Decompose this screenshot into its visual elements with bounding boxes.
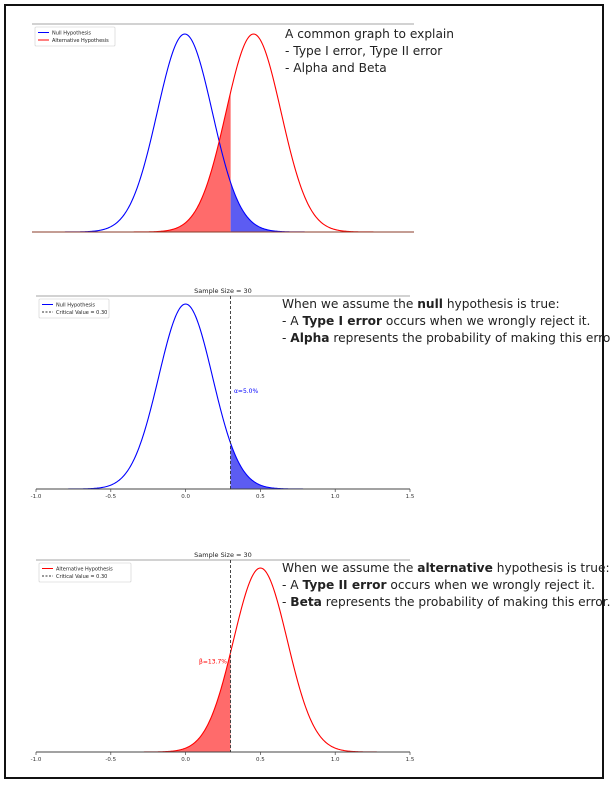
note3-line-2: - A Type II error occurs when we wrongly… [282,577,595,592]
chart-panel-3: Sample Size = 30 -1.0 -0.5 0.0 0.5 1.0 1.5 β=13… [31,551,415,763]
legend-label: Null Hypothesis [56,302,95,308]
note3-line-3: - Beta represents the probability of mak… [282,594,610,609]
x-tick-label: -1.0 [31,757,42,763]
legend-label: Critical Value = 0.30 [56,574,107,580]
note1-line-3: - Alpha and Beta [285,60,387,75]
legend-label: Alternative Hypothesis [56,566,113,572]
x-tick-label: 0.5 [256,757,265,763]
note2-line-2: - A Type I error occurs when we wrongly … [282,313,591,328]
x-tick-label: 0.0 [181,494,190,500]
note1-line-2: - Type I error, Type II error [285,43,443,58]
x-tick-label: 1.0 [331,757,340,763]
chart-title: Sample Size = 30 [194,551,252,559]
note3-line-1: When we assume the alternative hypothesi… [282,561,610,575]
error-rate-annotation: β=13.7% [199,659,227,666]
legend-box [38,562,132,583]
chart-panel-2: Sample Size = 30 -1.0 -0.5 0.0 0.5 1.0 1.5 α=5.… [31,287,415,500]
chart-panel-1: Null Hypothesis Alternative Hypothesis [32,23,414,233]
explanation-note-1: A common graph to explain - Type I error… [285,26,454,76]
x-tick-label: -1.0 [31,494,42,500]
shaded-region-1 [36,652,231,752]
legend-label: Null Hypothesis [52,30,91,36]
x-tick-label: -0.5 [105,494,116,500]
shaded-region-1 [32,92,231,232]
legend-box [38,298,110,319]
x-tick-label: 1.5 [406,494,415,500]
explanation-note-2: When we assume the null hypothesis is tr… [282,296,610,346]
shaded-region-2 [230,182,414,232]
chart-title: Sample Size = 30 [194,287,252,295]
legend-label: Critical Value = 0.30 [56,310,107,316]
legend-label: Alternative Hypothesis [52,38,109,44]
shaded-region-1 [230,442,410,489]
note2-line-1: When we assume the null hypothesis is tr… [282,297,560,311]
note2-line-3: - Alpha represents the probability of ma… [282,330,610,345]
note1-line-1: A common graph to explain [285,27,455,41]
x-tick-label: 1.5 [406,757,415,763]
x-tick-label: -0.5 [105,757,116,763]
x-tick-label: 0.0 [181,757,190,763]
x-tick-label: 0.5 [256,494,265,500]
error-rate-annotation: α=5.0% [234,388,259,395]
legend-box [34,26,116,47]
figure-frame [4,4,604,779]
explanation-note-3: When we assume the alternative hypothesi… [282,560,610,610]
x-tick-label: 1.0 [331,494,340,500]
